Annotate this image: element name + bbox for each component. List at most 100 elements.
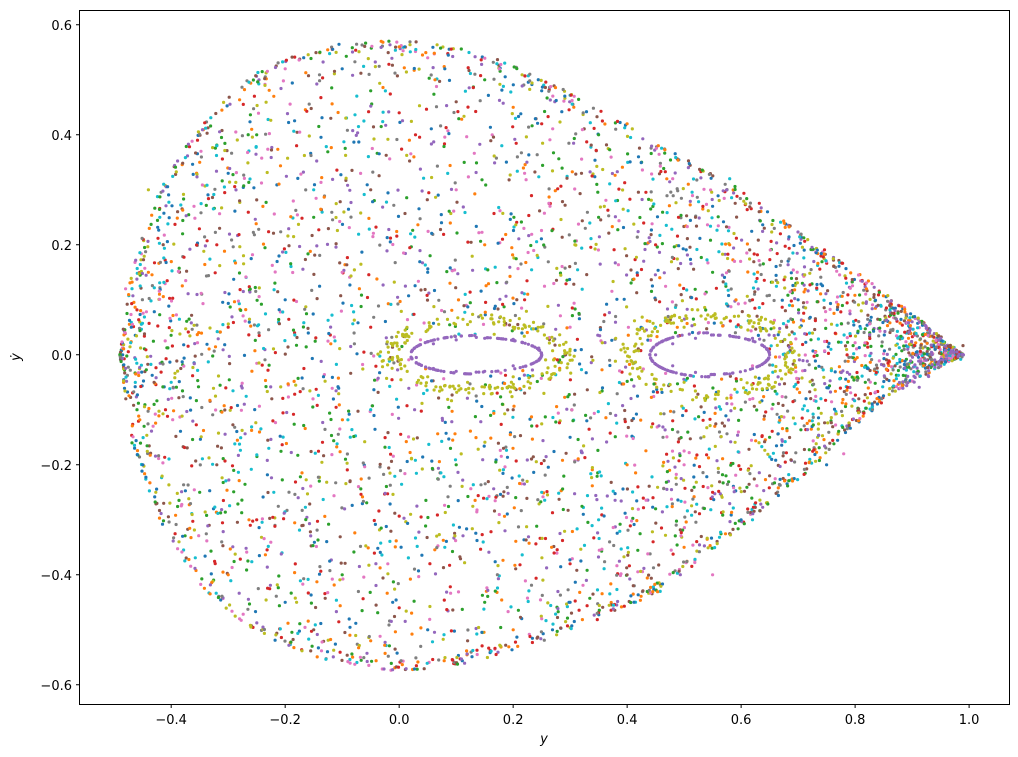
scatter-point — [373, 65, 377, 69]
scatter-point — [541, 141, 545, 145]
series-point — [739, 325, 743, 329]
scatter-point — [349, 274, 353, 278]
scatter-point — [851, 344, 855, 348]
scatter-point — [829, 322, 834, 326]
scatter-point — [801, 342, 805, 347]
scatter-point — [175, 216, 179, 220]
scatter-point — [466, 175, 470, 179]
scatter-point — [204, 126, 208, 130]
scatter-point — [389, 302, 393, 306]
scatter-point — [756, 287, 760, 291]
scatter-point — [252, 107, 256, 111]
scatter-point — [403, 211, 407, 216]
scatter-point — [378, 465, 382, 469]
scatter-point — [390, 63, 394, 67]
scatter-point — [143, 266, 147, 270]
scatter-point — [393, 71, 397, 75]
series-point — [750, 364, 755, 368]
scatter-point — [447, 437, 451, 441]
scatter-point — [600, 547, 604, 551]
scatter-point — [337, 403, 341, 407]
island-point — [464, 372, 468, 376]
scatter-point — [125, 302, 129, 306]
scatter-point — [353, 60, 357, 64]
scatter-point — [784, 395, 788, 399]
scatter-point — [474, 626, 478, 631]
scatter-point — [486, 268, 490, 272]
scatter-point — [278, 627, 282, 631]
scatter-point — [431, 66, 435, 70]
scatter-point — [484, 183, 488, 187]
scatter-point — [845, 388, 849, 392]
scatter-point — [685, 214, 689, 218]
scatter-point — [202, 249, 206, 253]
scatter-point — [450, 420, 454, 424]
scatter-point — [358, 655, 362, 659]
scatter-point — [521, 478, 525, 482]
series-point — [192, 204, 196, 208]
scatter-point — [501, 211, 505, 215]
scatter-point — [293, 562, 297, 566]
scatter-point — [585, 419, 589, 423]
series-point — [329, 342, 333, 346]
scatter-point — [588, 596, 592, 600]
scatter-point — [293, 55, 297, 59]
scatter-point — [227, 232, 232, 236]
scatter-point — [845, 370, 849, 374]
scatter-point — [686, 430, 690, 434]
scatter-point — [386, 137, 390, 141]
scatter-point — [547, 201, 551, 205]
scatter-point — [227, 354, 231, 358]
scatter-point — [383, 491, 387, 495]
scatter-point — [522, 482, 527, 486]
scatter-point — [596, 448, 600, 452]
scatter-point — [736, 527, 740, 531]
scatter-point — [196, 379, 200, 383]
scatter-point — [136, 371, 141, 375]
scatter-point — [660, 582, 665, 586]
scatter-point — [370, 659, 374, 663]
scatter-point — [589, 416, 593, 420]
scatter-point — [410, 632, 414, 636]
scatter-point — [165, 414, 170, 418]
scatter-point — [685, 237, 690, 241]
series-point — [397, 45, 401, 49]
scatter-point — [396, 368, 400, 372]
scatter-point — [367, 563, 371, 567]
scatter-point — [391, 600, 395, 604]
scatter-point — [519, 220, 524, 224]
scatter-point — [597, 603, 601, 608]
scatter-point — [748, 248, 752, 252]
scatter-point — [936, 334, 940, 338]
scatter-point — [371, 170, 375, 174]
scatter-point — [246, 210, 250, 214]
scatter-point — [803, 368, 807, 373]
scatter-point — [430, 175, 434, 180]
scatter-point — [328, 569, 332, 573]
scatter-point — [209, 572, 213, 576]
scatter-point — [388, 236, 393, 240]
scatter-point — [609, 155, 613, 159]
scatter-point — [307, 134, 311, 138]
scatter-point — [404, 609, 408, 613]
scatter-point — [510, 395, 514, 399]
scatter-point — [697, 543, 702, 547]
scatter-point — [765, 210, 770, 214]
scatter-point — [468, 382, 472, 386]
scatter-point — [220, 508, 224, 512]
scatter-point — [542, 322, 546, 326]
scatter-point — [350, 50, 355, 54]
scatter-point — [496, 241, 500, 245]
scatter-point — [370, 44, 374, 48]
scatter-point — [177, 498, 181, 502]
scatter-point — [774, 491, 778, 495]
scatter-point — [420, 189, 424, 193]
scatter-point — [435, 534, 439, 538]
series-point — [483, 600, 487, 604]
scatter-point — [466, 305, 470, 309]
scatter-point — [298, 130, 302, 134]
scatter-point — [334, 242, 338, 246]
scatter-point — [354, 133, 358, 137]
scatter-point — [218, 264, 222, 268]
scatter-point — [833, 370, 837, 374]
